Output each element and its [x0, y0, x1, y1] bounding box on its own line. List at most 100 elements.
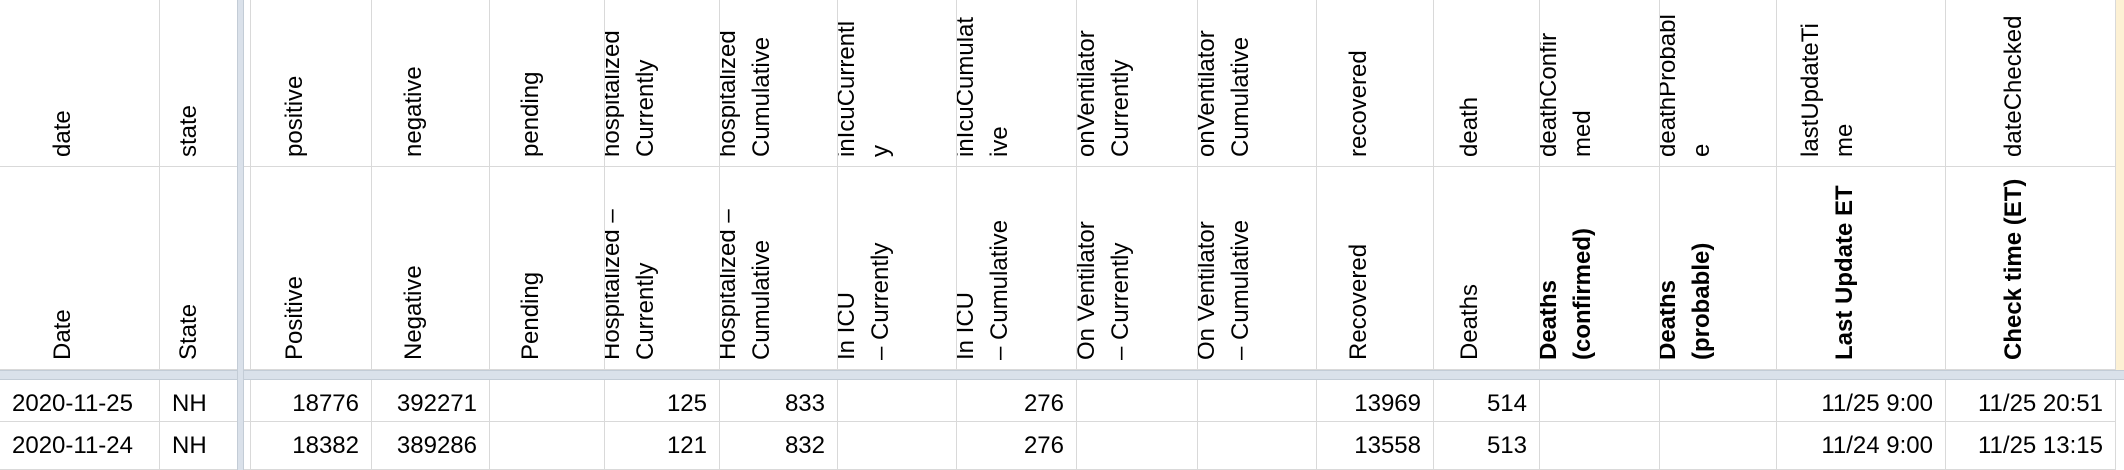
- column-header-lastUpdateTime[interactable]: Last Update ET: [1777, 167, 1946, 370]
- field-name-inIcuCumulative: inIcuCumulat ive: [957, 16, 1013, 157]
- table-cell-hospitalizedCurrently[interactable]: 125: [605, 380, 720, 422]
- field-name-cell-death[interactable]: death: [1434, 0, 1540, 167]
- field-name-cell-deathProbable[interactable]: deathProbabl e: [1660, 0, 1777, 167]
- column-header-inIcuCumulative[interactable]: In ICU – Cumulative: [957, 167, 1077, 370]
- table-cell-date[interactable]: 2020-11-25: [0, 380, 160, 422]
- field-name-cell-recovered[interactable]: recovered: [1317, 0, 1434, 167]
- column-header-negative[interactable]: Negative: [372, 167, 490, 370]
- frozen-row-divider[interactable]: [0, 370, 2124, 380]
- field-name-deathProbable: deathProbabl e: [1660, 14, 1715, 157]
- table-cell-hospitalizedCurrently[interactable]: 121: [605, 422, 720, 470]
- table-cell-recovered[interactable]: 13558: [1317, 422, 1434, 470]
- field-name-inIcuCurrently: inIcuCurrentl y: [838, 20, 894, 157]
- column-accent-strip: [2116, 0, 2124, 370]
- field-name-recovered: recovered: [1344, 50, 1372, 157]
- table-cell-death[interactable]: 514: [1434, 380, 1540, 422]
- column-header-onVentilatorCumulative[interactable]: On Ventilator – Cumulative: [1198, 167, 1317, 370]
- column-label-state: State: [174, 303, 202, 360]
- column-label-positive: Positive: [280, 275, 308, 360]
- table-cell-lastUpdateTime[interactable]: 11/24 9:00: [1777, 422, 1946, 470]
- column-header-hospitalizedCumulative[interactable]: Hospitalized – Cumulative: [720, 167, 838, 370]
- field-name-cell-hospitalizedCurrently[interactable]: hospitalized Currently: [605, 0, 720, 167]
- column-label-hospitalizedCurrently: Hospitalized – Currently: [605, 209, 659, 360]
- column-header-onVentilatorCurrently[interactable]: On Ventilator – Currently: [1077, 167, 1198, 370]
- table-cell-hospitalizedCumulative[interactable]: 833: [720, 380, 838, 422]
- column-header-inIcuCurrently[interactable]: In ICU – Currently: [838, 167, 957, 370]
- field-name-cell-negative[interactable]: negative: [372, 0, 490, 167]
- column-header-dateChecked[interactable]: Check time (ET): [1946, 167, 2116, 370]
- column-label-dateChecked: Check time (ET): [2000, 178, 2027, 360]
- table-cell-deathConfirmed[interactable]: [1540, 380, 1660, 422]
- table-cell-inIcuCurrently[interactable]: [838, 380, 957, 422]
- column-label-death: Deaths: [1456, 283, 1483, 360]
- field-name-cell-deathConfirmed[interactable]: deathConfir med: [1540, 0, 1660, 167]
- table-cell-state[interactable]: NH: [160, 380, 251, 422]
- table-cell-hospitalizedCumulative[interactable]: 832: [720, 422, 838, 470]
- column-label-recovered: Recovered: [1344, 243, 1372, 360]
- table-cell-deathProbable[interactable]: [1660, 422, 1777, 470]
- field-name-positive: positive: [280, 75, 308, 157]
- field-name-cell-onVentilatorCumulative[interactable]: onVentilator Cumulative: [1198, 0, 1317, 167]
- column-header-death[interactable]: Deaths: [1434, 167, 1540, 370]
- column-header-date[interactable]: Date: [0, 167, 160, 370]
- column-label-hospitalizedCumulative: Hospitalized – Cumulative: [720, 209, 775, 360]
- table-cell-pending[interactable]: [490, 380, 605, 422]
- column-label-onVentilatorCumulative: On Ventilator – Cumulative: [1198, 219, 1254, 360]
- table-cell-inIcuCumulative[interactable]: 276: [957, 380, 1077, 422]
- field-name-cell-pending[interactable]: pending: [490, 0, 605, 167]
- table-cell-death[interactable]: 513: [1434, 422, 1540, 470]
- column-header-positive[interactable]: Positive: [251, 167, 372, 370]
- field-name-hospitalizedCurrently: hospitalized Currently: [605, 30, 659, 157]
- field-name-cell-hospitalizedCumulative[interactable]: hospitalized Cumulative: [720, 0, 838, 167]
- field-name-cell-state[interactable]: state: [160, 0, 251, 167]
- table-cell-positive[interactable]: 18776: [251, 380, 372, 422]
- column-header-recovered[interactable]: Recovered: [1317, 167, 1434, 370]
- table-cell-lastUpdateTime[interactable]: 11/25 9:00: [1777, 380, 1946, 422]
- column-label-inIcuCumulative: In ICU – Cumulative: [957, 219, 1013, 360]
- column-header-hospitalizedCurrently[interactable]: Hospitalized – Currently: [605, 167, 720, 370]
- field-name-cell-inIcuCumulative[interactable]: inIcuCumulat ive: [957, 0, 1077, 167]
- field-name-date: date: [49, 110, 76, 157]
- table-cell-onVentilatorCumulative[interactable]: [1198, 422, 1317, 470]
- column-label-pending: Pending: [516, 271, 544, 360]
- table-cell-inIcuCurrently[interactable]: [838, 422, 957, 470]
- column-label-deathConfirmed: Deaths (confirmed): [1540, 228, 1596, 360]
- table-cell-onVentilatorCumulative[interactable]: [1198, 380, 1317, 422]
- table-cell-negative[interactable]: 392271: [372, 380, 490, 422]
- column-label-inIcuCurrently: In ICU – Currently: [838, 242, 894, 360]
- column-header-pending[interactable]: Pending: [490, 167, 605, 370]
- field-name-hospitalizedCumulative: hospitalized Cumulative: [720, 30, 775, 157]
- field-name-cell-onVentilatorCurrently[interactable]: onVentilator Currently: [1077, 0, 1198, 167]
- column-label-date: Date: [49, 309, 76, 360]
- field-name-pending: pending: [516, 71, 544, 157]
- column-label-deathProbable: Deaths (probable): [1660, 242, 1715, 360]
- table-cell-negative[interactable]: 389286: [372, 422, 490, 470]
- field-name-cell-lastUpdateTime[interactable]: lastUpdateTi me: [1777, 0, 1946, 167]
- field-name-cell-positive[interactable]: positive: [251, 0, 372, 167]
- table-cell-deathConfirmed[interactable]: [1540, 422, 1660, 470]
- table-cell-recovered[interactable]: 13969: [1317, 380, 1434, 422]
- column-label-negative: Negative: [400, 265, 427, 360]
- column-label-onVentilatorCurrently: On Ventilator – Currently: [1077, 221, 1134, 360]
- table-cell-pending[interactable]: [490, 422, 605, 470]
- field-name-cell-date[interactable]: date: [0, 0, 160, 167]
- table-cell-inIcuCumulative[interactable]: 276: [957, 422, 1077, 470]
- field-name-cell-dateChecked[interactable]: dateChecked: [1946, 0, 2116, 167]
- field-name-onVentilatorCurrently: onVentilator Currently: [1077, 30, 1134, 157]
- table-cell-onVentilatorCurrently[interactable]: [1077, 422, 1198, 470]
- table-cell-dateChecked[interactable]: 11/25 20:51: [1946, 380, 2116, 422]
- table-cell-date[interactable]: 2020-11-24: [0, 422, 160, 470]
- field-name-deathConfirmed: deathConfir med: [1540, 32, 1596, 157]
- table-cell-deathProbable[interactable]: [1660, 380, 1777, 422]
- column-header-state[interactable]: State: [160, 167, 251, 370]
- table-cell-positive[interactable]: 18382: [251, 422, 372, 470]
- column-header-deathConfirmed[interactable]: Deaths (confirmed): [1540, 167, 1660, 370]
- field-name-onVentilatorCumulative: onVentilator Cumulative: [1198, 30, 1254, 157]
- field-name-negative: negative: [400, 66, 427, 157]
- table-cell-onVentilatorCurrently[interactable]: [1077, 380, 1198, 422]
- field-name-cell-inIcuCurrently[interactable]: inIcuCurrentl y: [838, 0, 957, 167]
- frozen-column-divider[interactable]: [237, 0, 244, 470]
- column-header-deathProbable[interactable]: Deaths (probable): [1660, 167, 1777, 370]
- table-cell-dateChecked[interactable]: 11/25 13:15: [1946, 422, 2116, 470]
